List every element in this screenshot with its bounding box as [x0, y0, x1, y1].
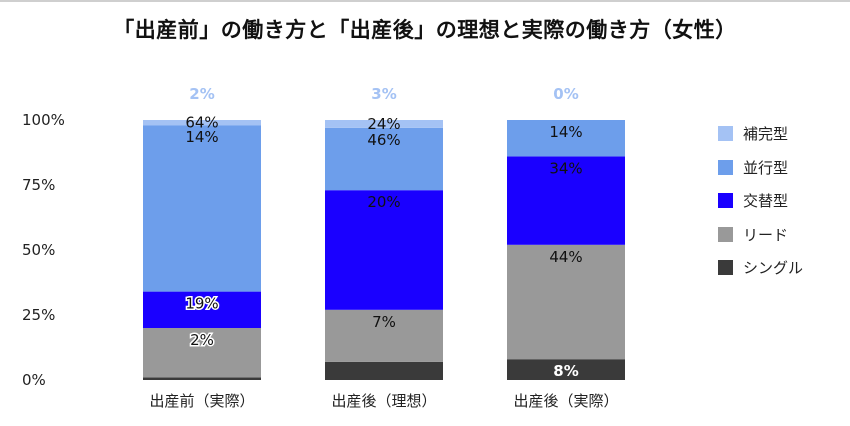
legend-label: リード — [743, 225, 789, 244]
legend-item: リード — [718, 218, 803, 252]
bar-segment — [325, 190, 443, 310]
data-label: 19% — [185, 295, 218, 313]
legend-label: 並行型 — [743, 158, 789, 177]
data-label: 64% — [185, 114, 218, 132]
x-category-label: 出産後（理想） — [331, 392, 436, 410]
legend-item: 交替型 — [718, 184, 803, 218]
bar-segment — [507, 120, 625, 157]
top-data-label: 0% — [553, 85, 578, 103]
legend-label: 補完型 — [743, 125, 789, 144]
bar-segment — [507, 359, 625, 380]
bar-segment — [143, 377, 261, 380]
legend-swatch — [718, 226, 733, 242]
legend-label: シングル — [743, 259, 804, 278]
bar-segment — [507, 244, 625, 360]
top-data-label: 2% — [189, 85, 214, 103]
top-data-label: 3% — [371, 85, 396, 103]
legend-item: 並行型 — [718, 151, 803, 185]
legend-swatch — [718, 260, 733, 276]
top-divider — [0, 0, 850, 2]
legend-label: 交替型 — [743, 192, 789, 211]
data-label: 7% — [372, 313, 396, 331]
chart-title: 「出産前」の働き方と「出産後」の理想と実際の働き方（女性） — [113, 18, 737, 42]
y-tick-label: 25% — [22, 306, 55, 324]
bar-segment — [325, 127, 443, 191]
chart-legend: 補完型並行型交替型リードシングル — [718, 117, 803, 285]
bar-segment — [325, 309, 443, 362]
data-label: 24% — [367, 115, 400, 133]
bar-segment — [143, 125, 261, 292]
data-label: 34% — [549, 159, 582, 177]
y-tick-label: 50% — [22, 241, 55, 259]
data-label: 2% — [190, 331, 214, 349]
legend-item: 補完型 — [718, 117, 803, 151]
data-label: 14% — [185, 128, 218, 146]
bar-segment — [143, 120, 261, 126]
legend-item: シングル — [718, 251, 803, 285]
bar-segment — [143, 291, 261, 328]
x-category-label: 出産後（実際） — [513, 392, 618, 410]
data-label: 46% — [367, 131, 400, 149]
legend-swatch — [718, 193, 733, 209]
y-tick-label: 0% — [22, 371, 46, 389]
data-label: 20% — [367, 193, 400, 211]
legend-swatch — [718, 126, 733, 142]
data-label: 14% — [549, 123, 582, 141]
data-label: 8% — [553, 362, 578, 380]
y-tick-label: 100% — [22, 111, 65, 129]
y-tick-label: 75% — [22, 176, 55, 194]
x-category-label: 出産前（実際） — [149, 392, 254, 410]
bar-segment — [143, 328, 261, 378]
data-label: 44% — [549, 248, 582, 266]
legend-swatch — [718, 159, 733, 175]
bar-segment — [325, 120, 443, 128]
bar-segment — [325, 361, 443, 380]
bar-segment — [507, 156, 625, 245]
